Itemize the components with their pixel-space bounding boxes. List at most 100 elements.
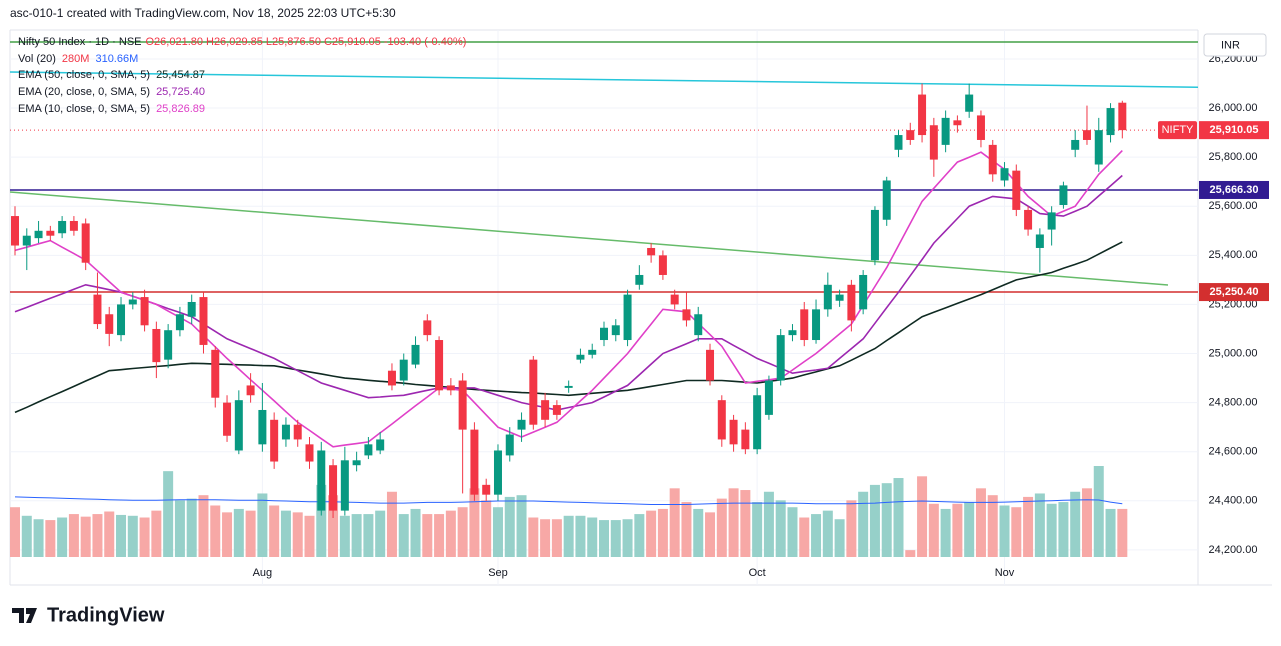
legend-symbol: Nifty 50 Index · 1D · NSE: [18, 36, 142, 48]
x-tick-label: Nov: [995, 567, 1015, 579]
volume-bar: [116, 514, 127, 557]
volume-bar: [351, 514, 362, 557]
candle-body: [611, 325, 620, 336]
volume-bar: [763, 491, 774, 557]
volume-bar: [151, 510, 162, 557]
volume-bar: [174, 500, 185, 557]
volume-bar: [881, 483, 892, 557]
volume-bar: [504, 496, 515, 557]
volume-bar: [104, 511, 115, 557]
candle-body: [753, 395, 762, 450]
volume-bar: [316, 484, 327, 557]
volume-bar: [987, 495, 998, 557]
candle-body: [470, 429, 479, 495]
candle-body: [529, 359, 538, 425]
volume-bar: [398, 514, 409, 557]
volume-bar: [716, 498, 727, 557]
candle-body: [246, 385, 255, 396]
y-tick-label: 24,800.00: [1209, 397, 1258, 409]
legend-ohlc: C25,910.05: [324, 36, 381, 48]
candle-body: [623, 294, 632, 341]
candle-body: [552, 405, 561, 415]
candle-body: [764, 380, 773, 415]
trend-line: [10, 191, 1169, 286]
volume-bar: [787, 507, 798, 557]
x-tick-label: Oct: [749, 567, 766, 579]
volume-bar: [799, 517, 810, 557]
candle-body: [941, 117, 950, 145]
candle-body: [164, 330, 173, 360]
volume-bar: [893, 478, 904, 557]
candle-body: [988, 144, 997, 175]
volume-bar: [339, 515, 350, 557]
volume-bar: [1081, 488, 1092, 557]
volume-bar: [740, 490, 751, 557]
candle-body: [223, 402, 232, 436]
volume-bar: [575, 515, 586, 557]
legend-ohlc: L25,876.50: [266, 36, 321, 48]
volume-bar: [163, 471, 174, 557]
legend-ema-name: EMA (50, close, 0, SMA, 5): [18, 69, 150, 81]
legend-ohlc: O26,021.80: [146, 36, 204, 48]
candle-body: [906, 130, 915, 140]
candle-body: [965, 94, 974, 112]
y-tick-label: 26,200.00: [1209, 53, 1258, 65]
candle-body: [69, 220, 78, 231]
volume-bar: [328, 495, 339, 557]
volume-bar: [363, 514, 374, 557]
volume-bar: [45, 520, 56, 557]
legend-ohlc: -103.40 (-0.40%): [384, 36, 467, 48]
candle-body: [34, 230, 43, 239]
candle-body: [788, 330, 797, 336]
volume-bar: [386, 491, 397, 557]
price-axis: 26,200.00 26,000.00 25,800.00 25,600.00 25,4…: [253, 53, 1269, 579]
volume-bar: [245, 510, 256, 557]
candle-body: [564, 385, 573, 388]
volume-bar: [280, 510, 291, 557]
legend-volume-name: Vol (20): [18, 53, 56, 65]
candle-body: [305, 444, 314, 462]
volume-bar: [928, 503, 939, 557]
trend-line: [10, 71, 1198, 88]
candle-body: [929, 125, 938, 160]
volume-bar: [610, 520, 621, 557]
legend-ohlc: H26,029.85: [206, 36, 263, 48]
candle-body: [870, 209, 879, 261]
y-tick-label: 25,600.00: [1209, 200, 1258, 212]
candle-body: [859, 274, 868, 310]
candle-body: [364, 444, 373, 456]
volume-bar: [846, 500, 857, 557]
candle-body: [399, 359, 408, 381]
candle-body: [93, 294, 102, 325]
logo: TradingView: [12, 604, 165, 626]
candle-body: [894, 135, 903, 150]
candle-body: [588, 349, 597, 355]
volume-bar: [728, 488, 739, 557]
legend-ema-row: EMA (10, close, 0, SMA, 5) 25,826.89: [18, 103, 205, 115]
volume-bar: [752, 502, 763, 557]
candle-body: [694, 314, 703, 336]
candle-body: [458, 380, 467, 430]
volume-bar: [21, 515, 32, 557]
candle-body: [22, 235, 31, 246]
legend-volume-row: Vol (20) 280M 310.66M: [18, 53, 138, 65]
volume-bar: [68, 514, 79, 557]
candle-body: [411, 344, 420, 365]
candle-body: [329, 465, 338, 511]
volume-ma-line: [14, 496, 1123, 505]
legend: Nifty 50 Index · 1D · NSE O26,021.80 H26,0…: [18, 36, 466, 115]
volume-bar: [646, 510, 657, 557]
candle-body: [317, 450, 326, 511]
currency-box[interactable]: [1203, 33, 1267, 57]
candle-body: [211, 349, 220, 398]
volume-bar: [599, 520, 609, 557]
candle-body: [387, 370, 396, 386]
volume-bar: [563, 515, 574, 557]
candle-body: [187, 301, 196, 317]
candle-body: [717, 400, 726, 440]
y-tick-label: 25,400.00: [1209, 249, 1258, 261]
candle-body: [1047, 212, 1056, 230]
candle-body: [482, 484, 491, 495]
